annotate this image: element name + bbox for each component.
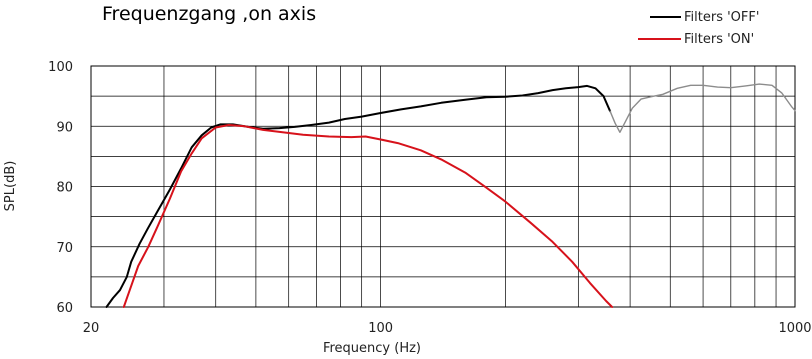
grid (91, 66, 795, 307)
y-tick-label: 100 (48, 60, 73, 75)
x-axis-label: Frequency (Hz) (323, 341, 421, 356)
y-tick-labels: 100 90 80 70 60 (48, 60, 73, 316)
x-tick-label: 20 (83, 321, 100, 336)
chart-title: Frequenzgang ,on axis (102, 3, 317, 25)
x-tick-labels: 20 100 1000 (83, 321, 812, 336)
x-tick-label: 100 (368, 321, 393, 336)
legend: Filters 'OFF' Filters 'ON' (638, 10, 759, 47)
series-line-0 (105, 84, 612, 308)
series-line-1 (122, 124, 614, 308)
legend-label-on: Filters 'ON' (684, 32, 754, 47)
x-tick-label: 1000 (778, 321, 811, 336)
y-tick-label: 90 (56, 120, 73, 135)
legend-label-off: Filters 'OFF' (684, 10, 759, 25)
series-line-2 (609, 83, 796, 133)
y-tick-label: 60 (56, 301, 73, 316)
y-tick-label: 80 (56, 181, 73, 196)
y-tick-label: 70 (56, 241, 73, 256)
series-layer (105, 83, 796, 308)
plot-frame (90, 65, 796, 308)
y-axis-label: SPL(dB) (3, 161, 18, 212)
